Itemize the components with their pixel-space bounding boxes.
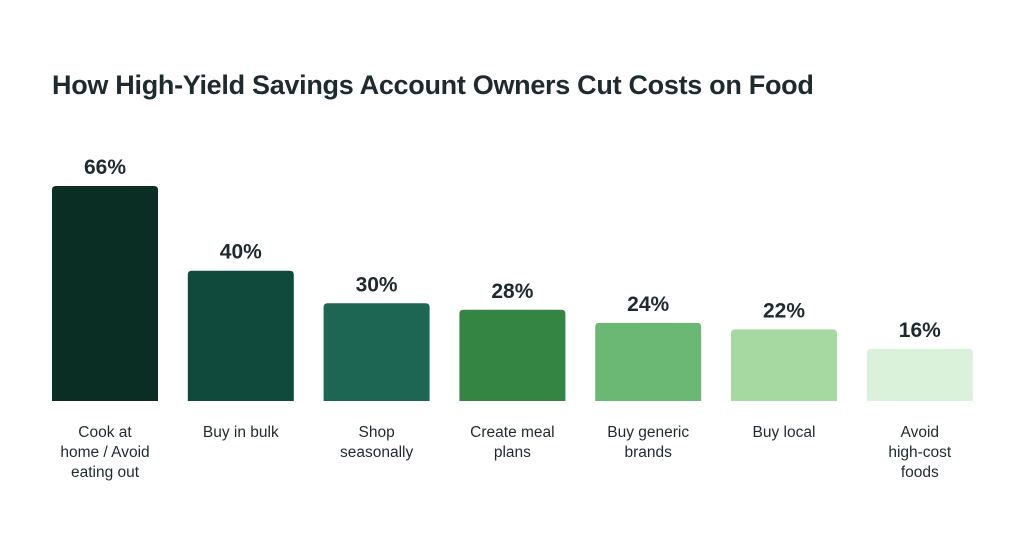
category-label-2: Shop seasonally (340, 424, 413, 461)
category-label-line: high-cost (888, 444, 952, 461)
category-label-line: Shop (358, 424, 394, 441)
value-label-6: 16% (899, 319, 941, 342)
category-label-line: Buy in bulk (203, 424, 279, 441)
category-label-line: Buy generic (607, 424, 689, 441)
category-label-line: seasonally (340, 444, 413, 461)
bar-3 (459, 309, 566, 401)
category-label-line: Cook at (78, 424, 132, 441)
category-label-line: Buy local (753, 424, 816, 441)
value-label-5: 22% (763, 299, 805, 322)
value-label-3: 28% (491, 280, 533, 303)
category-label-line: Avoid (901, 424, 940, 441)
bar-4 (595, 322, 702, 401)
value-label-1: 40% (220, 241, 262, 264)
category-label-line: home / Avoid (60, 444, 149, 461)
value-label-0: 66% (84, 156, 126, 179)
category-label-5: Buy local (753, 424, 816, 441)
bar-2 (323, 303, 430, 401)
category-label-0: Cook at home / Avoid eating out (60, 424, 149, 481)
bar-1 (187, 270, 294, 401)
chart-title: How High-Yield Savings Account Owners Cu… (52, 70, 814, 100)
value-label-2: 30% (356, 273, 398, 296)
value-label-4: 24% (627, 293, 669, 316)
bar-6 (866, 348, 973, 401)
bar-0 (52, 186, 158, 401)
category-label-1: Buy in bulk (203, 424, 279, 441)
category-label-line: foods (901, 464, 939, 481)
category-label-line: plans (494, 444, 531, 461)
category-label-line: brands (624, 444, 672, 461)
bar-5 (731, 329, 837, 401)
category-label-6: Avoid high-cost foods (888, 424, 952, 481)
category-label-4: Buy generic brands (607, 424, 689, 461)
category-label-line: eating out (71, 464, 140, 481)
category-label-3: Create meal plans (470, 424, 554, 461)
category-label-line: Create meal (470, 424, 554, 441)
